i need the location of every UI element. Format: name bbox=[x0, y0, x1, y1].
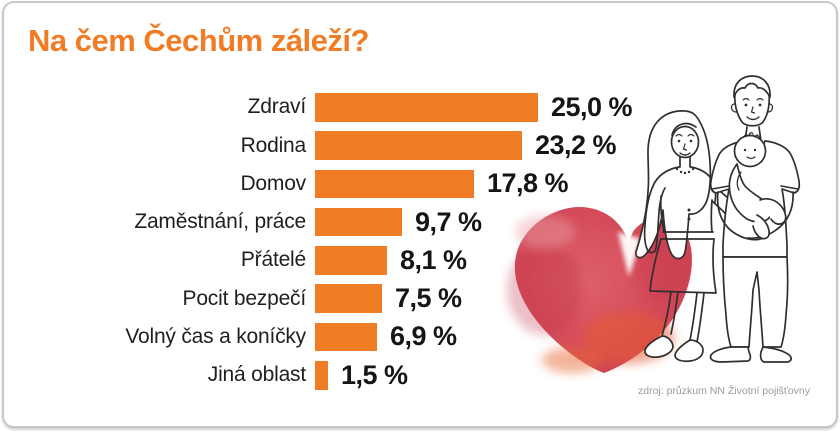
necklace-dots bbox=[675, 167, 695, 175]
category-label: Pocit bezpečí bbox=[182, 286, 307, 310]
bar-row: Domov 17,8 % bbox=[4, 168, 664, 199]
value-label: 23,2 % bbox=[535, 130, 617, 161]
bar bbox=[315, 207, 402, 237]
bar-row: Přátelé 8,1 % bbox=[4, 244, 664, 275]
category-label: Jiná oblast bbox=[207, 363, 306, 387]
value-label: 8,1 % bbox=[400, 244, 467, 275]
value-label: 25,0 % bbox=[551, 91, 633, 122]
category-label: Rodina bbox=[240, 133, 307, 157]
value-label: 17,8 % bbox=[487, 168, 569, 199]
bar-row: Pocit bezpečí 7,5 % bbox=[4, 283, 664, 314]
bar bbox=[315, 284, 382, 313]
bar-row: Jiná oblast 1,5 % bbox=[4, 359, 664, 390]
value-label: 1,5 % bbox=[341, 359, 408, 390]
category-label: Volný čas a koníčky bbox=[125, 324, 306, 348]
bar-row: Volný čas a koníčky 6,9 % bbox=[4, 321, 664, 352]
value-label: 6,9 % bbox=[390, 321, 457, 352]
woman-figure bbox=[635, 109, 745, 363]
bar-row: Zaměstnání, práce 9,7 % bbox=[4, 206, 664, 237]
value-label: 7,5 % bbox=[395, 283, 462, 314]
baby-figure bbox=[728, 132, 787, 240]
category-label: Domov bbox=[240, 171, 306, 195]
bar bbox=[315, 93, 538, 122]
bar bbox=[315, 169, 474, 199]
man-figure bbox=[709, 75, 801, 363]
bar-row: Zdraví 25,0 % bbox=[4, 91, 664, 122]
bar bbox=[315, 360, 328, 390]
bar bbox=[315, 322, 377, 352]
page-title: Na čem Čechům záleží? bbox=[28, 23, 369, 58]
bar-row: Rodina 23,2 % bbox=[4, 130, 664, 161]
category-label: Zdraví bbox=[247, 95, 307, 119]
category-label: Přátelé bbox=[240, 248, 306, 272]
bar bbox=[315, 246, 387, 275]
source-note: zdroj: průzkum NN Životní pojišťovny bbox=[638, 385, 810, 397]
category-label: Zaměstnání, práce bbox=[134, 210, 306, 234]
bar bbox=[315, 131, 522, 160]
value-label: 9,7 % bbox=[415, 206, 482, 237]
bar-chart: Zdraví 25,0 % Rodina 23,2 % Domov 17,8 %… bbox=[4, 91, 664, 399]
family-heart-illustration bbox=[507, 75, 801, 373]
